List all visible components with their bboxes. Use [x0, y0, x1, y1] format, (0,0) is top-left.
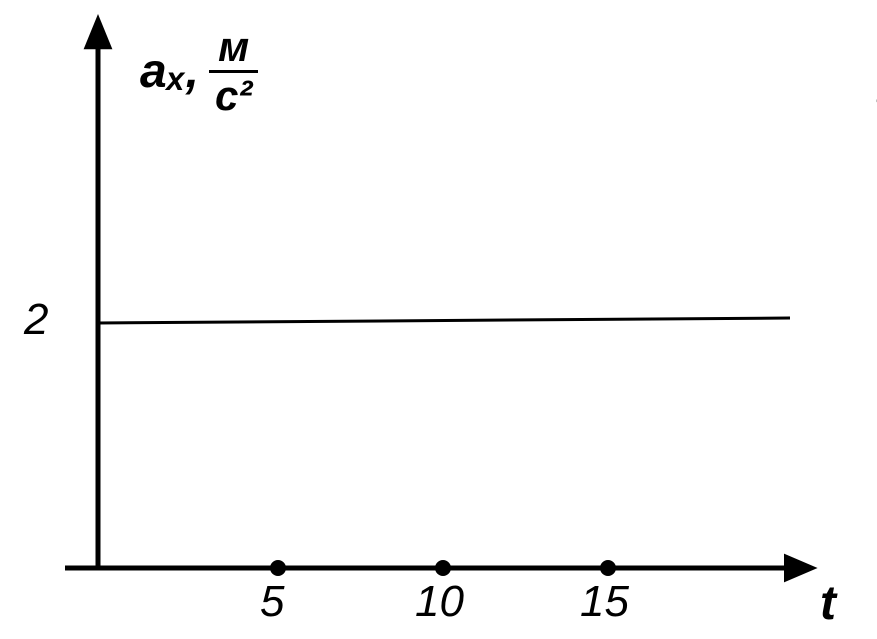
watermark: ©5terka.com — [873, 50, 877, 144]
x-tick-label-5: 5 — [260, 580, 284, 624]
x-tick-dot-5 — [270, 560, 286, 576]
y-axis-label: aₓ, м c² — [140, 26, 258, 117]
y-axis-label-main: aₓ, — [140, 48, 199, 96]
y-axis-label-frac-den: c² — [209, 73, 258, 117]
series-line-acceleration — [98, 318, 790, 323]
y-axis-label-frac-num: м — [209, 26, 258, 73]
x-axis-label: t — [820, 580, 836, 628]
x-tick-dot-10 — [435, 560, 451, 576]
chart-stage: aₓ, м c² 2 5 10 15 t ©5terka.com — [0, 0, 877, 639]
y-axis-label-fraction: м c² — [209, 26, 258, 117]
x-tick-label-10: 10 — [415, 580, 464, 624]
x-axis-arrowhead — [784, 554, 818, 583]
chart-svg — [0, 0, 877, 639]
y-tick-label-2: 2 — [24, 298, 48, 342]
x-tick-label-15: 15 — [580, 580, 629, 624]
x-tick-dot-15 — [600, 560, 616, 576]
y-axis-arrowhead — [84, 14, 113, 49]
